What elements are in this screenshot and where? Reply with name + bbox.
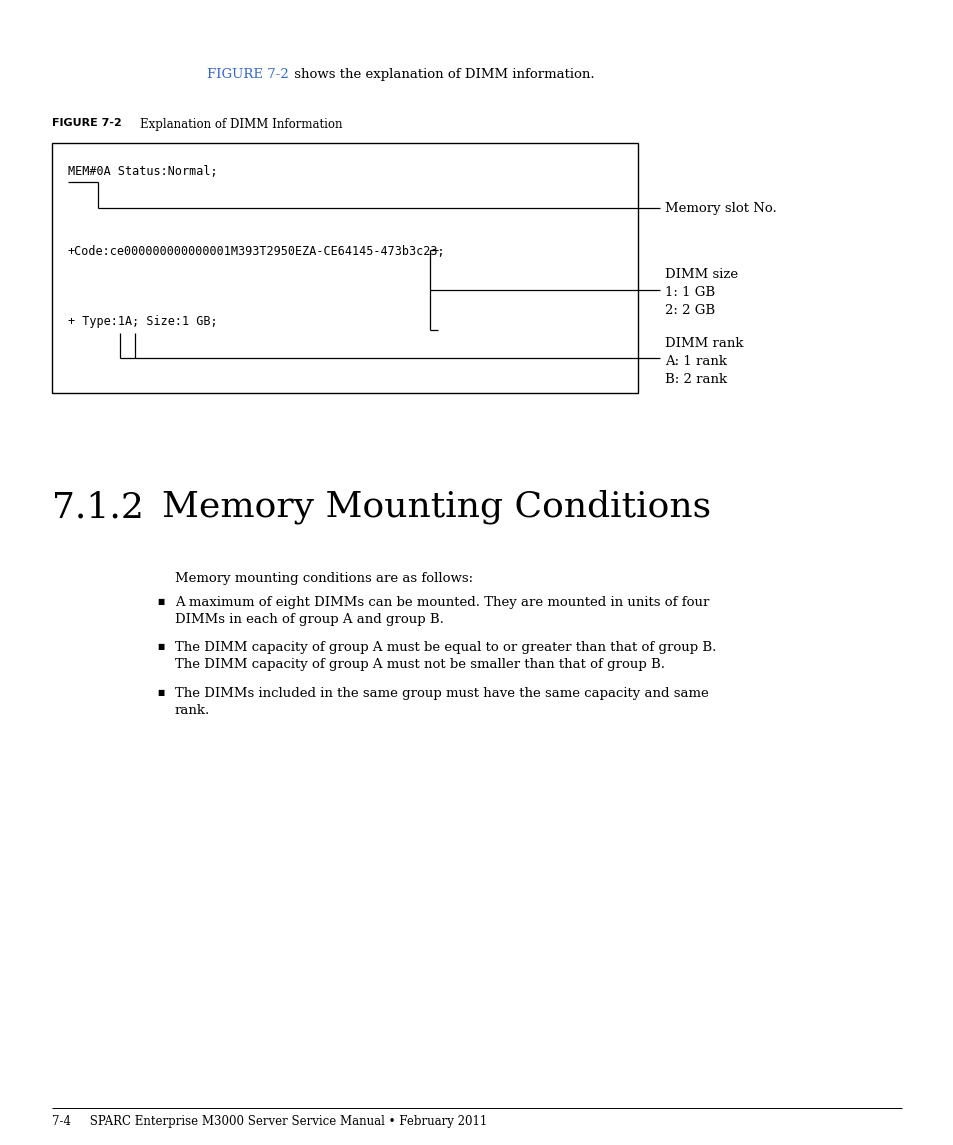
- Text: ■: ■: [157, 689, 164, 697]
- Text: ■: ■: [157, 643, 164, 652]
- Text: The DIMM capacity of group A must not be smaller than that of group B.: The DIMM capacity of group A must not be…: [174, 658, 664, 671]
- Text: A maximum of eight DIMMs can be mounted. They are mounted in units of four: A maximum of eight DIMMs can be mounted.…: [174, 597, 709, 609]
- Text: DIMM rank: DIMM rank: [664, 337, 742, 350]
- Text: ■: ■: [157, 598, 164, 606]
- Text: 7.1.2: 7.1.2: [52, 490, 144, 524]
- Text: Memory slot No.: Memory slot No.: [664, 202, 776, 215]
- Text: FIGURE 7-2: FIGURE 7-2: [52, 118, 122, 128]
- Text: 1: 1 GB: 1: 1 GB: [664, 286, 715, 299]
- Text: MEM#0A Status:Normal;: MEM#0A Status:Normal;: [68, 165, 217, 177]
- Text: 2: 2 GB: 2: 2 GB: [664, 305, 715, 317]
- Text: The DIMM capacity of group A must be equal to or greater than that of group B.: The DIMM capacity of group A must be equ…: [174, 641, 716, 654]
- Text: 7-4     SPARC Enterprise M3000 Server Service Manual • February 2011: 7-4 SPARC Enterprise M3000 Server Servic…: [52, 1115, 487, 1128]
- Text: + Type:1A; Size:1 GB;: + Type:1A; Size:1 GB;: [68, 315, 217, 327]
- Text: Explanation of DIMM Information: Explanation of DIMM Information: [140, 118, 342, 131]
- Text: DIMM size: DIMM size: [664, 268, 738, 281]
- Text: rank.: rank.: [174, 704, 210, 717]
- Text: DIMMs in each of group A and group B.: DIMMs in each of group A and group B.: [174, 613, 443, 626]
- Text: B: 2 rank: B: 2 rank: [664, 373, 726, 386]
- Text: The DIMMs included in the same group must have the same capacity and same: The DIMMs included in the same group mus…: [174, 687, 708, 700]
- Text: Memory mounting conditions are as follows:: Memory mounting conditions are as follow…: [174, 572, 473, 585]
- Text: shows the explanation of DIMM information.: shows the explanation of DIMM informatio…: [290, 68, 594, 81]
- Text: +Code:ce000000000000001M393T2950EZA-CE64145-473b3c23;: +Code:ce000000000000001M393T2950EZA-CE64…: [68, 245, 445, 258]
- Text: Memory Mounting Conditions: Memory Mounting Conditions: [162, 490, 710, 524]
- Text: A: 1 rank: A: 1 rank: [664, 355, 726, 368]
- Text: FIGURE 7-2: FIGURE 7-2: [207, 68, 289, 81]
- Bar: [52, 143, 638, 393]
